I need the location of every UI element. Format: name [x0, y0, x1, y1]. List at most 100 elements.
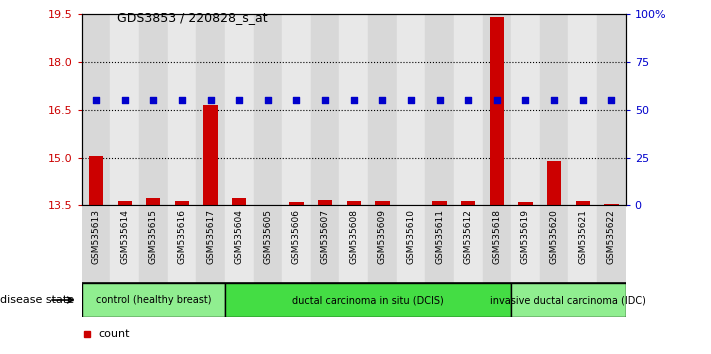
Text: GSM535610: GSM535610 [407, 209, 415, 264]
Bar [461, 200, 476, 354]
Bar [346, 201, 361, 354]
Point [491, 97, 503, 103]
Bar [168, 14, 196, 205]
Bar [168, 205, 196, 283]
Point [319, 97, 331, 103]
Bar [368, 205, 397, 283]
Point [148, 97, 159, 103]
Text: GSM535619: GSM535619 [521, 209, 530, 264]
Point [233, 97, 245, 103]
Text: GSM535607: GSM535607 [321, 209, 330, 264]
Point [434, 97, 445, 103]
Bar [425, 14, 454, 205]
Bar [511, 283, 626, 317]
Bar [203, 105, 218, 354]
Bar [425, 205, 454, 283]
Bar [483, 14, 511, 205]
Bar [490, 17, 504, 354]
Text: GSM535608: GSM535608 [349, 209, 358, 264]
Bar [139, 14, 168, 205]
Point [119, 97, 130, 103]
Bar [311, 14, 339, 205]
Bar [604, 204, 619, 354]
Bar [289, 202, 304, 354]
Text: GSM535611: GSM535611 [435, 209, 444, 264]
Bar [547, 161, 561, 354]
Text: GSM535622: GSM535622 [607, 209, 616, 264]
Bar [117, 200, 132, 354]
Text: GSM535614: GSM535614 [120, 209, 129, 264]
Text: invasive ductal carcinoma (IDC): invasive ductal carcinoma (IDC) [491, 295, 646, 305]
Bar [89, 156, 103, 354]
Text: GSM535615: GSM535615 [149, 209, 158, 264]
Point [405, 97, 417, 103]
Bar [282, 205, 311, 283]
Bar [518, 202, 533, 354]
Bar [597, 14, 626, 205]
Bar [576, 200, 590, 354]
Bar [254, 205, 282, 283]
Text: control (healthy breast): control (healthy breast) [95, 295, 211, 305]
Text: GSM535618: GSM535618 [492, 209, 501, 264]
Bar [597, 205, 626, 283]
Bar [483, 205, 511, 283]
Bar [339, 14, 368, 205]
Bar [261, 205, 275, 354]
Text: GDS3853 / 220828_s_at: GDS3853 / 220828_s_at [117, 11, 268, 24]
Text: GSM535605: GSM535605 [263, 209, 272, 264]
Bar [568, 14, 597, 205]
Point [463, 97, 474, 103]
Bar [397, 14, 425, 205]
Point [348, 97, 359, 103]
Point [606, 97, 617, 103]
Point [377, 97, 388, 103]
Text: disease state: disease state [0, 295, 74, 305]
Text: GSM535613: GSM535613 [92, 209, 100, 264]
Bar [232, 198, 247, 354]
Bar [540, 14, 568, 205]
Point [520, 97, 531, 103]
Bar [318, 200, 332, 354]
Bar [339, 205, 368, 283]
Bar [254, 14, 282, 205]
Point [548, 97, 560, 103]
Text: GSM535616: GSM535616 [178, 209, 186, 264]
Text: GSM535606: GSM535606 [292, 209, 301, 264]
Text: GSM535621: GSM535621 [578, 209, 587, 264]
Bar [311, 205, 339, 283]
Text: GSM535617: GSM535617 [206, 209, 215, 264]
Bar [375, 201, 390, 354]
Bar [225, 283, 511, 317]
Bar [175, 200, 189, 354]
Bar [511, 14, 540, 205]
Bar [82, 283, 225, 317]
Bar [432, 201, 447, 354]
Point [205, 97, 216, 103]
Bar [454, 205, 483, 283]
Point [176, 97, 188, 103]
Bar [397, 205, 425, 283]
Bar [540, 205, 568, 283]
Bar [196, 205, 225, 283]
Text: GSM535609: GSM535609 [378, 209, 387, 264]
Bar [511, 205, 540, 283]
Bar [146, 198, 161, 354]
Bar [110, 205, 139, 283]
Bar [196, 14, 225, 205]
Text: count: count [98, 329, 129, 339]
Point [262, 97, 274, 103]
Point [291, 97, 302, 103]
Point [577, 97, 589, 103]
Text: ductal carcinoma in situ (DCIS): ductal carcinoma in situ (DCIS) [292, 295, 444, 305]
Bar [225, 205, 254, 283]
Point [90, 97, 102, 103]
Bar [404, 205, 418, 354]
Bar [82, 14, 110, 205]
Bar [110, 14, 139, 205]
Bar [568, 205, 597, 283]
Bar [282, 14, 311, 205]
Text: GSM535620: GSM535620 [550, 209, 559, 264]
Bar [225, 14, 254, 205]
Text: GSM535604: GSM535604 [235, 209, 244, 264]
Text: GSM535612: GSM535612 [464, 209, 473, 264]
